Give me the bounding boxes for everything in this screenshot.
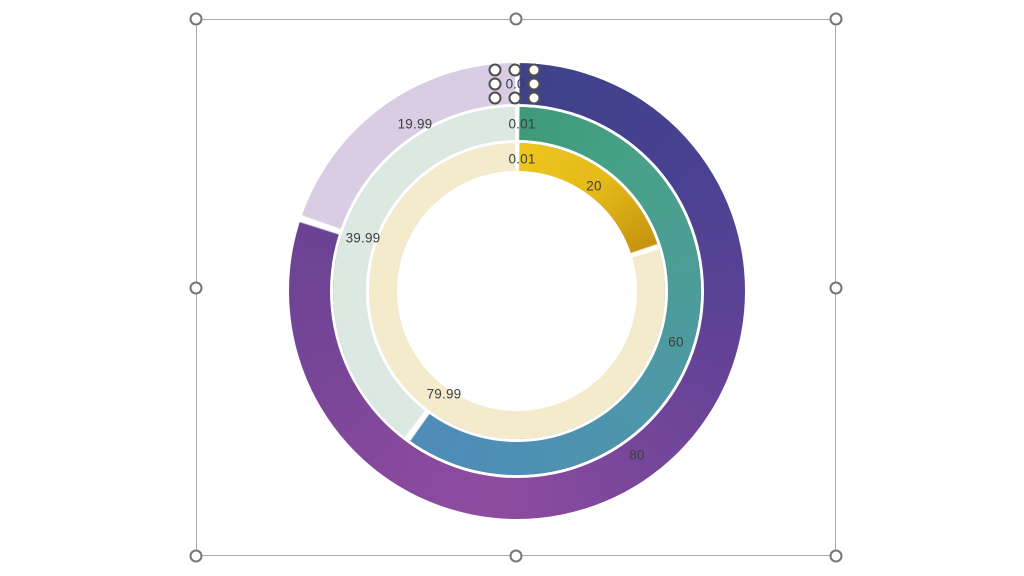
resize-handle-bottom-left[interactable] xyxy=(189,549,203,563)
resize-handle-top-right[interactable] xyxy=(829,12,843,26)
label-handle-bottom-left[interactable] xyxy=(488,91,502,105)
label-handle-middle-right[interactable] xyxy=(527,77,541,91)
resize-handle-middle-right[interactable] xyxy=(829,281,843,295)
data-label-middle-39-99[interactable]: 39.99 xyxy=(345,230,381,246)
label-handle-middle-left[interactable] xyxy=(488,77,502,91)
data-label-middle-60[interactable]: 60 xyxy=(668,334,684,350)
resize-handle-top-left[interactable] xyxy=(189,12,203,26)
label-handle-top-right[interactable] xyxy=(527,63,541,77)
selected-data-label-text: 0.0 xyxy=(505,76,525,92)
label-handle-bottom-center[interactable] xyxy=(508,91,522,105)
data-label-inner-0-01[interactable]: 0.01 xyxy=(508,151,536,167)
resize-handle-bottom-center[interactable] xyxy=(509,549,523,563)
label-handle-bottom-right[interactable] xyxy=(527,91,541,105)
resize-handle-bottom-right[interactable] xyxy=(829,549,843,563)
data-label-middle-0-01[interactable]: 0.01 xyxy=(508,116,536,132)
doughnut-hole xyxy=(400,174,634,408)
resize-handle-top-center[interactable] xyxy=(509,12,523,26)
resize-handle-middle-left[interactable] xyxy=(189,281,203,295)
data-label-inner-20[interactable]: 20 xyxy=(586,178,602,194)
data-label-outer-80[interactable]: 80 xyxy=(629,447,645,463)
label-handle-top-left[interactable] xyxy=(488,63,502,77)
selected-data-label[interactable]: 0.0 xyxy=(488,63,542,105)
chart-selection-outline[interactable] xyxy=(196,19,836,556)
data-label-outer-19-99[interactable]: 19.99 xyxy=(397,116,433,132)
label-handle-top-center[interactable] xyxy=(508,63,522,77)
data-label-inner-79-99[interactable]: 79.99 xyxy=(426,386,462,402)
